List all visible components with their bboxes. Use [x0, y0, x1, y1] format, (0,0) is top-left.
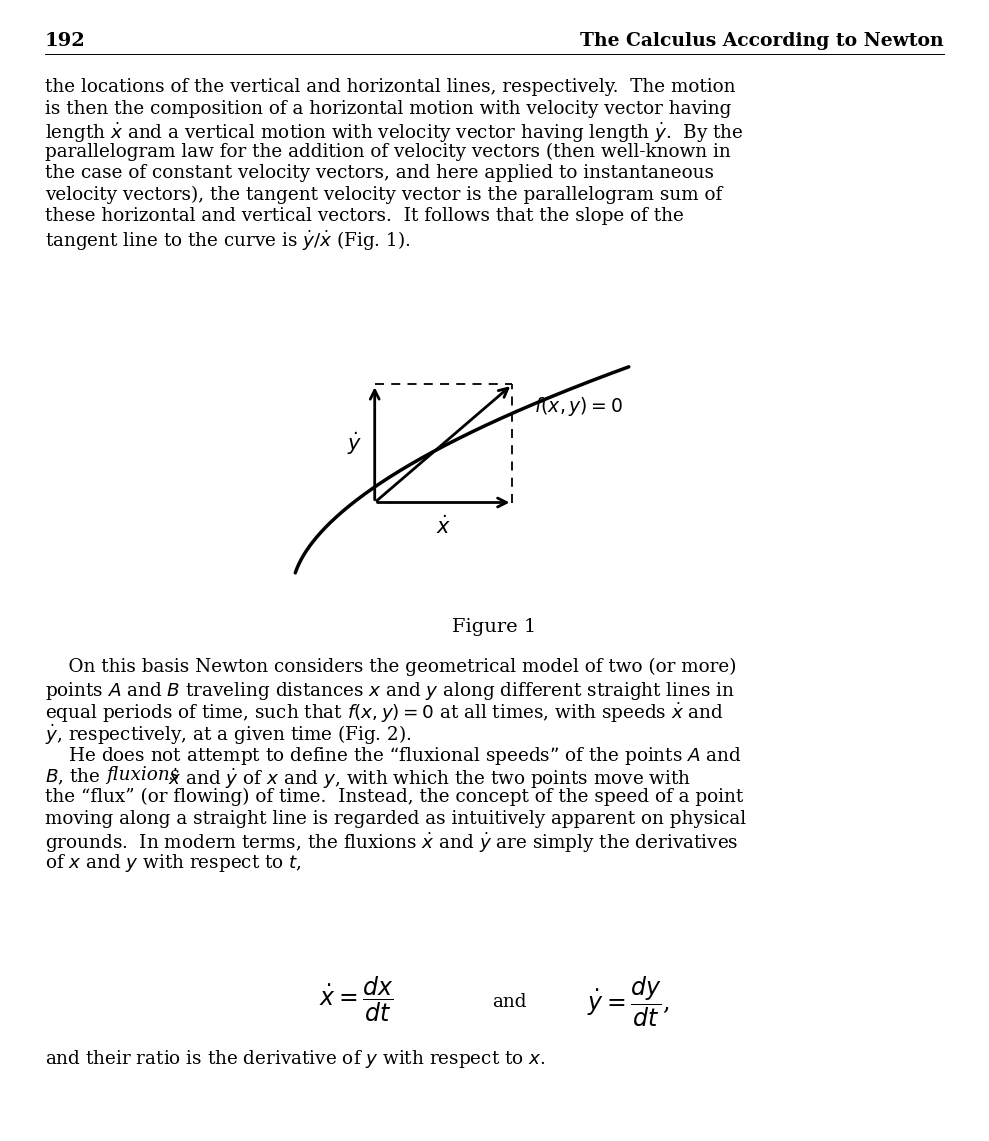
Text: $f(x, y) = 0$: $f(x, y) = 0$ — [533, 395, 622, 418]
Text: tangent line to the curve is $\dot{y}/\dot{x}$ (Fig. 1).: tangent line to the curve is $\dot{y}/\d… — [45, 228, 410, 253]
Text: $B$, the: $B$, the — [45, 767, 102, 787]
Text: and their ratio is the derivative of $y$ with respect to $x$.: and their ratio is the derivative of $y$… — [45, 1047, 546, 1070]
Text: velocity vectors), the tangent velocity vector is the parallelogram sum of: velocity vectors), the tangent velocity … — [45, 186, 722, 204]
Text: the locations of the vertical and horizontal lines, respectively.  The motion: the locations of the vertical and horizo… — [45, 78, 736, 96]
Text: The Calculus According to Newton: The Calculus According to Newton — [581, 32, 944, 50]
Text: Figure 1: Figure 1 — [452, 618, 537, 636]
Text: $\dot{x} = \dfrac{dx}{dt}$: $\dot{x} = \dfrac{dx}{dt}$ — [318, 976, 394, 1025]
Text: of $x$ and $y$ with respect to $t$,: of $x$ and $y$ with respect to $t$, — [45, 852, 302, 874]
Text: fluxions: fluxions — [106, 767, 179, 785]
Text: these horizontal and vertical vectors.  It follows that the slope of the: these horizontal and vertical vectors. I… — [45, 207, 683, 225]
Text: moving along a straight line is regarded as intuitively apparent on physical: moving along a straight line is regarded… — [45, 809, 746, 827]
Text: $\dot{x}$: $\dot{x}$ — [436, 515, 451, 537]
Text: On this basis Newton considers the geometrical model of two (or more): On this basis Newton considers the geome… — [45, 658, 737, 677]
Text: the “flux” (or flowing) of time.  Instead, the concept of the speed of a point: the “flux” (or flowing) of time. Instead… — [45, 788, 744, 807]
Text: parallelogram law for the addition of velocity vectors (then well-known in: parallelogram law for the addition of ve… — [45, 143, 731, 161]
Text: is then the composition of a horizontal motion with velocity vector having: is then the composition of a horizontal … — [45, 99, 732, 118]
Text: $\dot{y}$: $\dot{y}$ — [347, 430, 362, 458]
Text: length $\dot{x}$ and a vertical motion with velocity vector having length $\dot{: length $\dot{x}$ and a vertical motion w… — [45, 121, 744, 145]
Text: equal periods of time, such that $f(x, y) = 0$ at all times, with speeds $\dot{x: equal periods of time, such that $f(x, y… — [45, 701, 724, 726]
Text: the case of constant velocity vectors, and here applied to instantaneous: the case of constant velocity vectors, a… — [45, 164, 714, 183]
Text: $\dot{y}$, respectively, at a given time (Fig. 2).: $\dot{y}$, respectively, at a given time… — [45, 722, 411, 747]
Text: He does not attempt to define the “fluxional speeds” of the points $A$ and: He does not attempt to define the “fluxi… — [45, 745, 742, 767]
Text: $\dot{x}$ and $\dot{y}$ of $x$ and $y$, with which the two points move with: $\dot{x}$ and $\dot{y}$ of $x$ and $y$, … — [163, 767, 691, 791]
Text: 192: 192 — [45, 32, 86, 50]
Text: points $A$ and $B$ traveling distances $x$ and $y$ along different straight line: points $A$ and $B$ traveling distances $… — [45, 680, 735, 702]
Text: $\dot{y} = \dfrac{dy}{dt}$,: $\dot{y} = \dfrac{dy}{dt}$, — [586, 976, 670, 1029]
Text: and: and — [493, 993, 526, 1011]
Text: grounds.  In modern terms, the fluxions $\dot{x}$ and $\dot{y}$ are simply the d: grounds. In modern terms, the fluxions $… — [45, 831, 739, 856]
